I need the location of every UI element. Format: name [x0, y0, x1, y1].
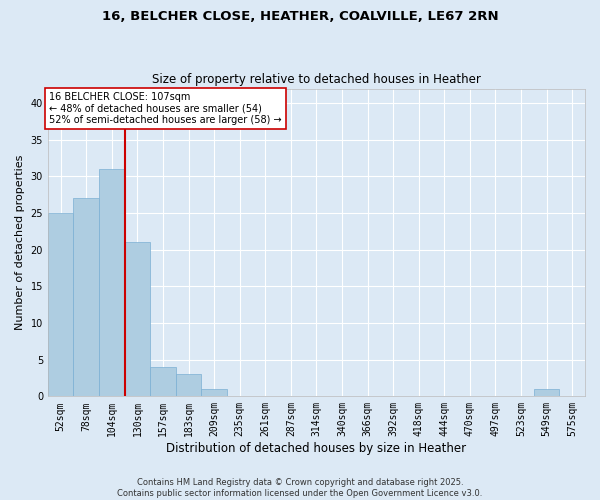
- Text: 16 BELCHER CLOSE: 107sqm
← 48% of detached houses are smaller (54)
52% of semi-d: 16 BELCHER CLOSE: 107sqm ← 48% of detach…: [49, 92, 282, 126]
- Bar: [73, 198, 99, 396]
- Text: Contains HM Land Registry data © Crown copyright and database right 2025.
Contai: Contains HM Land Registry data © Crown c…: [118, 478, 482, 498]
- Bar: [48, 213, 73, 396]
- Bar: [99, 169, 125, 396]
- Bar: [125, 242, 150, 396]
- Text: 16, BELCHER CLOSE, HEATHER, COALVILLE, LE67 2RN: 16, BELCHER CLOSE, HEATHER, COALVILLE, L…: [101, 10, 499, 23]
- Bar: [150, 367, 176, 396]
- Bar: [176, 374, 202, 396]
- Bar: [534, 389, 559, 396]
- Title: Size of property relative to detached houses in Heather: Size of property relative to detached ho…: [152, 73, 481, 86]
- Bar: [202, 389, 227, 396]
- X-axis label: Distribution of detached houses by size in Heather: Distribution of detached houses by size …: [166, 442, 467, 455]
- Y-axis label: Number of detached properties: Number of detached properties: [15, 155, 25, 330]
